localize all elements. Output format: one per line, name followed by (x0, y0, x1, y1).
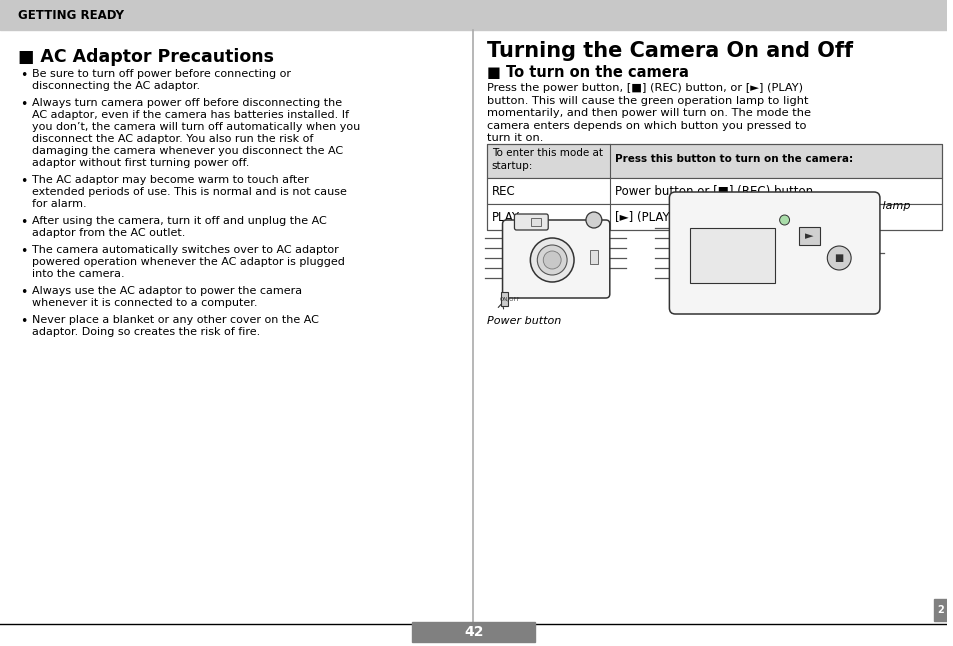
Text: ►: ► (804, 231, 813, 241)
Text: [►] (PLAY): [►] (PLAY) (732, 283, 788, 293)
Text: powered operation whenever the AC adaptor is plugged: powered operation whenever the AC adapto… (31, 257, 344, 267)
Text: disconnecting the AC adaptor.: disconnecting the AC adaptor. (31, 81, 200, 91)
Text: you don’t, the camera will turn off automatically when you: you don’t, the camera will turn off auto… (31, 122, 359, 132)
Circle shape (585, 212, 601, 228)
Text: •: • (20, 245, 28, 258)
Text: for alarm.: for alarm. (31, 199, 87, 209)
Text: The AC adaptor may become warm to touch after: The AC adaptor may become warm to touch … (31, 175, 308, 185)
Bar (798, 227, 820, 245)
Bar (0, 0, 946, 30)
Bar (486, 144, 941, 178)
Circle shape (530, 238, 574, 282)
Text: •: • (20, 315, 28, 328)
Text: GETTING READY: GETTING READY (18, 8, 124, 21)
FancyBboxPatch shape (669, 192, 879, 314)
Text: 42: 42 (463, 625, 483, 639)
Circle shape (779, 215, 789, 225)
Text: momentarily, and then power will turn on. The mode the: momentarily, and then power will turn on… (486, 108, 810, 118)
Circle shape (537, 245, 566, 275)
Text: ■: ■ (834, 253, 843, 263)
Text: •: • (20, 286, 28, 299)
Text: Green operation lamp: Green operation lamp (787, 201, 909, 211)
Text: [►] (PLAY) button: [►] (PLAY) button (614, 211, 716, 224)
Text: •: • (20, 216, 28, 229)
Text: Never place a blanket or any other cover on the AC: Never place a blanket or any other cover… (31, 315, 318, 325)
Text: camera enters depends on which button you pressed to: camera enters depends on which button yo… (486, 121, 805, 130)
Text: •: • (20, 98, 28, 111)
Text: ■ To turn on the camera: ■ To turn on the camera (486, 65, 688, 80)
Text: After using the camera, turn it off and unplug the AC: After using the camera, turn it off and … (31, 216, 326, 226)
Bar (500, 292, 508, 306)
Text: The camera automatically switches over to AC adaptor: The camera automatically switches over t… (31, 245, 338, 255)
Text: REC: REC (491, 185, 515, 198)
Bar (486, 178, 941, 204)
Text: To enter this mode at
startup:: To enter this mode at startup: (491, 148, 602, 171)
Text: Press the power button, [■] (REC) button, or [►] (PLAY): Press the power button, [■] (REC) button… (486, 83, 801, 93)
Text: PLAY: PLAY (491, 211, 519, 224)
Text: •: • (20, 175, 28, 188)
Text: damaging the camera whenever you disconnect the AC: damaging the camera whenever you disconn… (31, 146, 342, 156)
Text: ■ AC Adaptor Precautions: ■ AC Adaptor Precautions (18, 48, 274, 66)
Text: into the camera.: into the camera. (31, 269, 124, 279)
Text: Press this button to turn on the camera:: Press this button to turn on the camera: (614, 154, 852, 164)
Text: Always use the AC adaptor to power the camera: Always use the AC adaptor to power the c… (31, 286, 301, 296)
Bar (589, 250, 598, 264)
Text: Always turn camera power off before disconnecting the: Always turn camera power off before disc… (31, 98, 341, 108)
Bar (933, 599, 946, 621)
Bar (531, 218, 540, 226)
Text: adaptor from the AC outlet.: adaptor from the AC outlet. (31, 228, 185, 238)
Bar (486, 144, 941, 230)
Bar (412, 622, 535, 642)
Text: button. This will cause the green operation lamp to light: button. This will cause the green operat… (486, 96, 807, 105)
Bar (486, 204, 941, 230)
Text: whenever it is connected to a computer.: whenever it is connected to a computer. (31, 298, 257, 308)
Circle shape (826, 246, 850, 270)
Circle shape (542, 251, 560, 269)
Text: turn it on.: turn it on. (486, 133, 542, 143)
Text: 2: 2 (936, 605, 943, 615)
Text: AC adaptor, even if the camera has batteries installed. If: AC adaptor, even if the camera has batte… (31, 110, 349, 120)
Text: adaptor. Doing so creates the risk of fire.: adaptor. Doing so creates the risk of fi… (31, 327, 260, 337)
Text: Turning the Camera On and Off: Turning the Camera On and Off (486, 41, 852, 61)
Text: ON/OFF: ON/OFF (499, 297, 519, 302)
Text: Power button: Power button (486, 316, 560, 326)
Text: Power button or [■] (REC) button: Power button or [■] (REC) button (614, 185, 812, 198)
Bar (690, 228, 774, 283)
Text: Be sure to turn off power before connecting or: Be sure to turn off power before connect… (31, 69, 291, 79)
Text: disconnect the AC adaptor. You also run the risk of: disconnect the AC adaptor. You also run … (31, 134, 313, 144)
Text: extended periods of use. This is normal and is not cause: extended periods of use. This is normal … (31, 187, 346, 197)
Text: •: • (20, 69, 28, 82)
FancyBboxPatch shape (514, 214, 548, 230)
Text: [■] (REC): [■] (REC) (732, 298, 786, 308)
FancyBboxPatch shape (502, 220, 609, 298)
Text: adaptor without first turning power off.: adaptor without first turning power off. (31, 158, 249, 168)
